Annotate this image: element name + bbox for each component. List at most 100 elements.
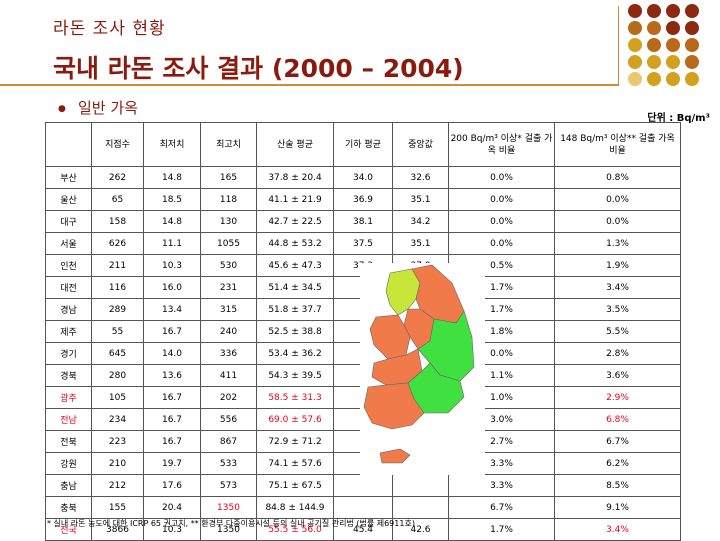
region-cell: 울산 <box>45 188 92 211</box>
region-cell: 전남 <box>45 408 92 431</box>
table-cell: 210 <box>91 452 144 475</box>
table-cell: 626 <box>91 232 144 255</box>
table-cell: 336 <box>200 342 257 365</box>
table-cell: 53.4 ± 36.2 <box>256 342 334 365</box>
table-cell: 16.7 <box>143 386 201 409</box>
table-row: 대구 158 14.8 130 42.7 ± 22.5 38.1 34.2 0.0% 0.0% <box>45 210 681 233</box>
table-cell: 16.7 <box>143 320 201 343</box>
table-cell: 240 <box>200 320 257 343</box>
table-cell: 280 <box>91 364 144 387</box>
table-cell <box>333 496 393 519</box>
table-cell: 212 <box>91 474 144 497</box>
table-cell: 45.6 ± 47.3 <box>256 254 334 277</box>
table-cell: 289 <box>91 298 144 321</box>
table-cell: 75.1 ± 67.5 <box>256 474 334 497</box>
table-row: 제주 55 16.7 240 52.5 ± 38.8 1.8% 5.5% <box>45 320 681 343</box>
decorative-dot <box>628 4 642 18</box>
region-cell: 전북 <box>45 430 92 453</box>
table-cell: 116 <box>91 276 144 299</box>
decorative-dot <box>628 21 642 35</box>
table-cell: 9.1% <box>554 496 681 519</box>
table-cell: 867 <box>200 430 257 453</box>
region-cell: 제주 <box>45 320 92 343</box>
table-cell: 44.8 ± 53.2 <box>256 232 334 255</box>
table-cell: 11.1 <box>143 232 201 255</box>
table-cell: 69.0 ± 57.6 <box>256 408 334 431</box>
table-row: 전국 3866 10.3 1350 55.5 ± 56.0 45.4 42.6 1.7% 3.4… <box>45 518 681 541</box>
decorative-dot <box>647 4 661 18</box>
table-cell: 234 <box>91 408 144 431</box>
decorative-dot <box>666 38 680 52</box>
table-cell: 32.6 <box>392 166 449 189</box>
title-divider <box>0 84 618 86</box>
table-cell: 16.0 <box>143 276 201 299</box>
table-row: 충북 155 20.4 1350 84.8 ± 144.9 6.7% 9.1% <box>45 496 681 519</box>
table-cell: 74.1 ± 57.6 <box>256 452 334 475</box>
column-header: 산술 평균 <box>256 122 334 167</box>
table-cell: 0.8% <box>554 166 681 189</box>
decorative-dot <box>666 4 680 18</box>
column-header: 148 Bq/m³ 이상** 걸출 가옥 비율 <box>554 122 681 167</box>
table-row: 울산 65 18.5 118 41.1 ± 21.9 36.9 35.1 0.0% 0.0% <box>45 188 681 211</box>
table-cell: 52.5 ± 38.8 <box>256 320 334 343</box>
table-cell: 17.6 <box>143 474 201 497</box>
table-cell: 0.0% <box>448 210 555 233</box>
column-header: 최고치 <box>200 122 257 167</box>
table-cell: 41.1 ± 21.9 <box>256 188 334 211</box>
map-region-chungnam <box>369 314 411 360</box>
table-cell: 6.7% <box>554 430 681 453</box>
table-cell: 36.9 <box>333 188 393 211</box>
table-cell: 573 <box>200 474 257 497</box>
table-cell: 34.2 <box>392 210 449 233</box>
table-cell: 35.1 <box>392 188 449 211</box>
decorative-dot <box>685 55 699 69</box>
table-cell: 130 <box>200 210 257 233</box>
table-cell: 19.7 <box>143 452 201 475</box>
column-header: 최저치 <box>143 122 201 167</box>
decorative-dot <box>685 72 699 86</box>
table-cell: 202 <box>200 386 257 409</box>
decorative-dot <box>666 72 680 86</box>
table-cell: 105 <box>91 386 144 409</box>
table-cell: 37.8 ± 20.4 <box>256 166 334 189</box>
table-cell: 1.9% <box>554 254 681 277</box>
table-cell: 231 <box>200 276 257 299</box>
map-region-jeju <box>379 448 411 464</box>
column-header: 200 Bq/m³ 이상* 걸출 가옥 비율 <box>448 122 555 167</box>
table-header-row: 지점수 최저치 최고치 산술 평균 기하 평균 중앙값 200 Bq/m³ 이상* 걸출 가… <box>45 122 681 167</box>
region-cell: 충북 <box>45 496 92 519</box>
table-cell: 3.6% <box>554 364 681 387</box>
region-cell: 서울 <box>45 232 92 255</box>
column-header: 지점수 <box>91 122 144 167</box>
table-cell: 223 <box>91 430 144 453</box>
decorative-dot <box>685 21 699 35</box>
table-cell: 6.2% <box>554 452 681 475</box>
table-row: 서울 626 11.1 1055 44.8 ± 53.2 37.5 35.1 0.0% 1.3% <box>45 232 681 255</box>
table-cell: 14.0 <box>143 342 201 365</box>
decorative-dot <box>647 38 661 52</box>
unit-label: 단위 : Bq/m³ <box>647 113 710 124</box>
table-cell: 51.4 ± 34.5 <box>256 276 334 299</box>
table-cell: 3.5% <box>554 298 681 321</box>
table-cell: 1055 <box>200 232 257 255</box>
table-cell: 165 <box>200 166 257 189</box>
table-cell: 0.0% <box>448 188 555 211</box>
decorative-dot <box>685 38 699 52</box>
table-cell: 6.8% <box>554 408 681 431</box>
table-row: 부산 262 14.8 165 37.8 ± 20.4 34.0 32.6 0.0% 0.8% <box>45 166 681 189</box>
region-cell: 부산 <box>45 166 92 189</box>
decorative-dot <box>628 55 642 69</box>
table-cell: 13.4 <box>143 298 201 321</box>
table-cell: 16.7 <box>143 408 201 431</box>
table-cell: 158 <box>91 210 144 233</box>
table-cell: 556 <box>200 408 257 431</box>
table-cell: 0.0% <box>554 210 681 233</box>
table-cell: 1.3% <box>554 232 681 255</box>
table-cell: 1.7% <box>448 518 555 541</box>
region-cell: 경기 <box>45 342 92 365</box>
region-cell: 충남 <box>45 474 92 497</box>
table-cell: 42.7 ± 22.5 <box>256 210 334 233</box>
table-cell: 118 <box>200 188 257 211</box>
table-cell: 72.9 ± 71.2 <box>256 430 334 453</box>
table-cell: 51.8 ± 37.7 <box>256 298 334 321</box>
